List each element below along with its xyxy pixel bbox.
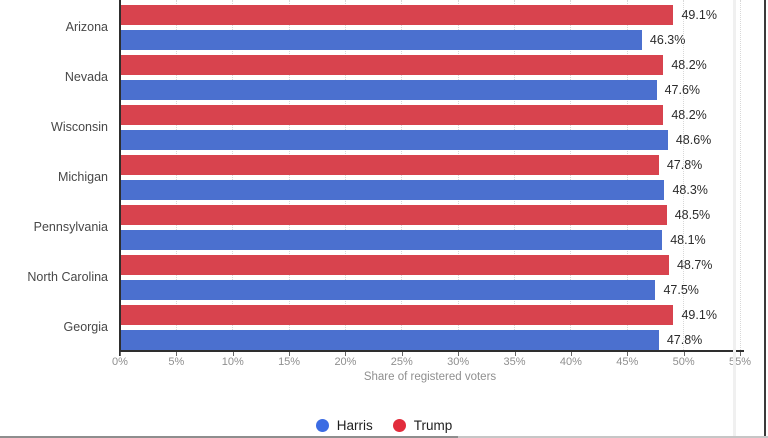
x-tick-label: 45% xyxy=(616,356,639,368)
value-label-trump: 49.1% xyxy=(681,308,717,322)
gridline xyxy=(288,0,290,350)
value-label-trump: 48.2% xyxy=(671,108,707,122)
x-tick xyxy=(401,352,403,356)
x-tick xyxy=(289,352,291,356)
x-tick-label: 0% xyxy=(112,356,128,368)
x-tick xyxy=(345,352,347,356)
x-tick-label: 5% xyxy=(168,356,185,368)
x-axis-title: Share of registered voters xyxy=(363,371,497,383)
value-label-harris: 48.1% xyxy=(670,233,706,247)
x-tick xyxy=(232,352,234,356)
x-tick xyxy=(120,352,121,356)
value-label-trump: 47.8% xyxy=(666,158,703,172)
bar-harris xyxy=(121,30,642,50)
bar-trump xyxy=(121,205,667,225)
x-tick-label: 50% xyxy=(672,356,695,368)
legend-label-trump: Trump xyxy=(413,418,453,433)
gridline xyxy=(514,0,516,350)
legend-item-trump[interactable]: Trump xyxy=(392,418,453,433)
y-axis-line xyxy=(119,0,121,356)
gridline xyxy=(683,0,685,350)
trump-dot-icon xyxy=(392,419,406,432)
value-label-trump: 48.5% xyxy=(674,208,711,222)
gridline xyxy=(401,0,403,350)
bar-harris xyxy=(121,80,657,100)
x-tick xyxy=(570,352,572,356)
x-tick-label: 15% xyxy=(278,356,301,368)
x-tick xyxy=(627,352,629,356)
bar-harris xyxy=(121,180,665,200)
screenshot-seam-artifact xyxy=(733,0,736,438)
x-tick xyxy=(514,352,516,356)
value-label-harris: 47.8% xyxy=(666,333,703,347)
bar-trump xyxy=(121,105,664,125)
x-tick-label: 40% xyxy=(559,356,582,368)
value-label-trump: 49.1% xyxy=(681,8,717,22)
value-label-harris: 48.3% xyxy=(672,183,708,197)
gridline xyxy=(626,0,628,350)
state-label: Arizona xyxy=(65,20,108,34)
value-label-harris: 47.6% xyxy=(664,83,701,97)
x-tick-label: 55% xyxy=(728,356,752,368)
value-label-trump: 48.7% xyxy=(676,258,713,272)
legend-label-harris: Harris xyxy=(336,418,373,433)
state-label: Pennsylvania xyxy=(33,220,108,234)
bar-trump xyxy=(121,5,674,25)
x-tick xyxy=(458,352,460,356)
bar-trump xyxy=(121,255,669,275)
bar-harris xyxy=(121,330,659,350)
x-tick-label: 20% xyxy=(334,356,357,368)
state-label: North Carolina xyxy=(27,270,108,284)
x-tick-label: 10% xyxy=(221,356,244,368)
gridline xyxy=(344,0,346,350)
x-tick xyxy=(740,352,741,356)
harris-dot-icon xyxy=(315,419,329,432)
x-tick xyxy=(683,352,685,356)
bar-harris xyxy=(121,130,668,150)
value-label-trump: 48.2% xyxy=(671,58,707,72)
state-label: Wisconsin xyxy=(51,120,108,134)
state-label: Michigan xyxy=(57,170,108,184)
screenshot-right-border xyxy=(764,0,766,438)
gridline xyxy=(232,0,234,350)
gridline xyxy=(175,0,177,350)
x-tick-label: 35% xyxy=(503,356,526,368)
gridline xyxy=(457,0,459,350)
bar-trump xyxy=(121,155,659,175)
bar-trump xyxy=(121,55,664,75)
x-tick xyxy=(176,352,178,356)
legend-item-harris[interactable]: Harris xyxy=(315,418,373,433)
state-label: Nevada xyxy=(64,70,108,84)
value-label-harris: 46.3% xyxy=(649,33,686,47)
value-label-harris: 47.5% xyxy=(663,283,699,297)
x-axis-line xyxy=(119,350,744,352)
state-label: Georgia xyxy=(63,320,108,334)
x-tick-label: 30% xyxy=(447,356,470,368)
screenshot-bottom-border-dark xyxy=(0,436,458,438)
gridline xyxy=(570,0,572,350)
bar-harris xyxy=(121,280,656,300)
x-tick-label: 25% xyxy=(390,356,413,368)
bar-trump xyxy=(121,305,674,325)
bar-harris xyxy=(121,230,663,250)
value-label-harris: 48.6% xyxy=(675,133,712,147)
gridline xyxy=(739,0,741,350)
chart-legend: Harris Trump xyxy=(0,418,768,433)
